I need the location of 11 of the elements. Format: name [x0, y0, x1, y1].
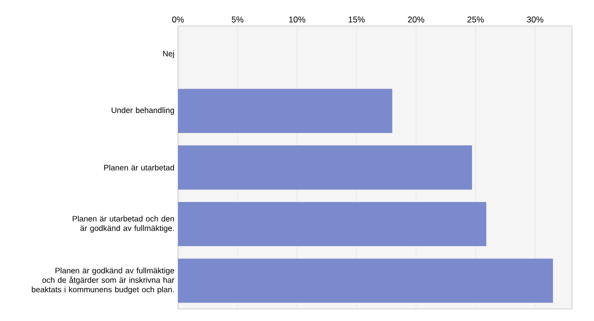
- x-tick-label: 5%: [232, 16, 244, 22]
- x-tick-label: 15%: [348, 16, 365, 22]
- bar: [178, 258, 553, 303]
- x-tick-label: 25%: [468, 16, 484, 22]
- bar: [178, 145, 472, 190]
- bar: [178, 88, 392, 133]
- bar: [178, 202, 486, 246]
- x-tick-label: 0%: [172, 16, 184, 22]
- x-tick-label: 30%: [526, 16, 544, 22]
- x-tick-label: 10%: [289, 16, 306, 22]
- x-tick-label: 20%: [408, 16, 424, 22]
